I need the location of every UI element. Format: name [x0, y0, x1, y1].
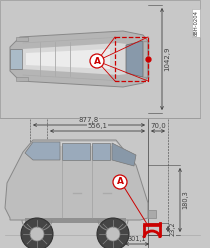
Text: 23,2: 23,2: [170, 222, 176, 236]
Circle shape: [113, 175, 127, 189]
Polygon shape: [62, 143, 90, 160]
Polygon shape: [25, 142, 134, 162]
Text: 301,1: 301,1: [128, 236, 146, 242]
Text: 180,3: 180,3: [182, 191, 188, 209]
Circle shape: [21, 218, 53, 248]
Polygon shape: [126, 41, 143, 77]
Circle shape: [106, 227, 120, 241]
Text: 877,8: 877,8: [79, 117, 99, 123]
Polygon shape: [10, 31, 148, 87]
Text: A: A: [117, 178, 123, 186]
Bar: [115, 37, 148, 81]
Text: A: A: [93, 57, 101, 65]
Bar: [143, 223, 161, 226]
Circle shape: [90, 54, 104, 68]
Polygon shape: [5, 140, 148, 220]
Polygon shape: [22, 43, 136, 75]
Polygon shape: [16, 37, 28, 41]
Bar: [25, 218, 126, 223]
Text: 1042,9: 1042,9: [164, 47, 171, 71]
Circle shape: [30, 227, 44, 241]
Polygon shape: [10, 49, 22, 69]
Polygon shape: [16, 77, 28, 81]
Circle shape: [97, 218, 129, 248]
Text: 88H-0204: 88H-0204: [193, 10, 198, 36]
Bar: [0, 0, 200, 118]
Polygon shape: [92, 143, 110, 160]
Polygon shape: [25, 142, 60, 160]
Polygon shape: [26, 49, 110, 69]
Polygon shape: [112, 143, 136, 166]
Bar: [148, 210, 156, 218]
Text: 556,1: 556,1: [88, 123, 108, 129]
Text: 70,0: 70,0: [150, 123, 166, 129]
